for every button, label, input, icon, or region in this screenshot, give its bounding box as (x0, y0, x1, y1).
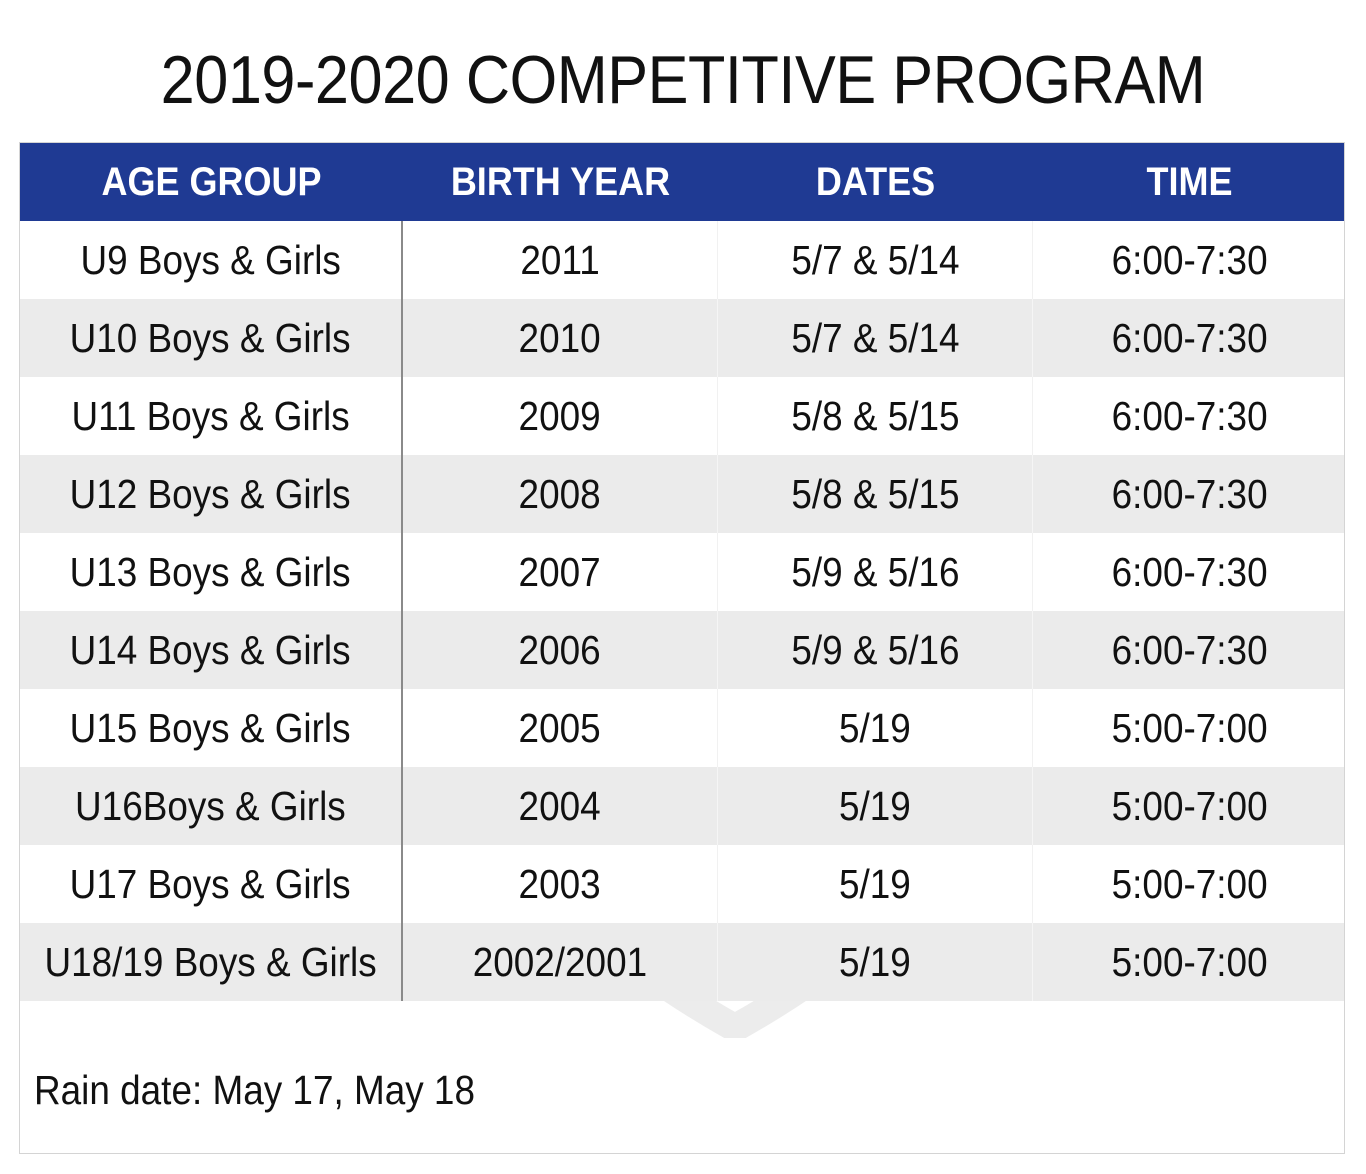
cell-time: 6:00-7:30 (1033, 377, 1344, 455)
cell-text: 5/19 (839, 705, 911, 751)
cell-birth-year: 2010 (403, 299, 718, 377)
cell-text: 5:00-7:00 (1111, 705, 1268, 751)
cell-text: 2010 (518, 315, 602, 361)
cell-text: 5/9 & 5/16 (790, 549, 960, 595)
cell-text: U11 Boys & Girls (71, 393, 350, 439)
cell-age-group: U14 Boys & Girls (20, 611, 403, 689)
page-title: 2019-2020 COMPETITIVE PROGRAM (160, 42, 1206, 118)
cell-birth-year: 2002/2001 (403, 923, 718, 1001)
rain-date-note: Rain date: May 17, May 18 (34, 1067, 475, 1113)
cell-time: 5:00-7:00 (1033, 767, 1344, 845)
cell-age-group: U17 Boys & Girls (20, 845, 403, 923)
header-time: TIME (1146, 160, 1233, 204)
cell-time: 6:00-7:30 (1033, 221, 1344, 299)
table-row: U15 Boys & Girls 2005 5/19 5:00-7:00 (20, 689, 1344, 767)
cell-dates: 5/7 & 5/14 (718, 299, 1033, 377)
cell-age-group: U18/19 Boys & Girls (20, 923, 403, 1001)
table-row: U17 Boys & Girls 2003 5/19 5:00-7:00 (20, 845, 1344, 923)
cell-time: 6:00-7:30 (1033, 455, 1344, 533)
cell-time: 5:00-7:00 (1033, 923, 1344, 1001)
cell-birth-year: 2011 (403, 221, 718, 299)
cell-text: U10 Boys & Girls (70, 315, 351, 361)
cell-age-group: U15 Boys & Girls (20, 689, 403, 767)
cell-dates: 5/19 (718, 767, 1033, 845)
cell-time: 6:00-7:30 (1033, 299, 1344, 377)
table-row: U12 Boys & Girls 2008 5/8 & 5/15 6:00-7:… (20, 455, 1344, 533)
cell-time: 6:00-7:30 (1033, 611, 1344, 689)
cell-birth-year: 2004 (403, 767, 718, 845)
cell-birth-year: 2003 (403, 845, 718, 923)
table-header: AGE GROUP BIRTH YEAR DATES TIME (20, 143, 1344, 221)
cell-text: U13 Boys & Girls (70, 549, 351, 595)
cell-text: 2007 (518, 549, 602, 595)
cell-text: U12 Boys & Girls (70, 471, 351, 517)
cell-dates: 5/9 & 5/16 (718, 533, 1033, 611)
cell-text: U15 Boys & Girls (70, 705, 351, 751)
cell-text: 5/8 & 5/15 (790, 393, 960, 439)
cell-text: U18/19 Boys & Girls (44, 939, 377, 985)
table-row: U13 Boys & Girls 2007 5/9 & 5/16 6:00-7:… (20, 533, 1344, 611)
cell-text: 2011 (520, 237, 600, 283)
header-birth-year: BIRTH YEAR (450, 160, 671, 204)
cell-text: 2005 (518, 705, 602, 751)
cell-text: 5/7 & 5/14 (790, 237, 960, 283)
table-row: U18/19 Boys & Girls 2002/2001 5/19 5:00-… (20, 923, 1344, 1001)
cell-text: 6:00-7:30 (1111, 237, 1268, 283)
cell-birth-year: 2007 (403, 533, 718, 611)
cell-text: U14 Boys & Girls (70, 627, 351, 673)
cell-age-group: U12 Boys & Girls (20, 455, 403, 533)
cell-text: 5/19 (839, 939, 911, 985)
cell-dates: 5/8 & 5/15 (718, 377, 1033, 455)
cell-birth-year: 2008 (403, 455, 718, 533)
cell-birth-year: 2005 (403, 689, 718, 767)
table-body: U9 Boys & Girls 2011 5/7 & 5/14 6:00-7:3… (20, 221, 1344, 1001)
header-dates: DATES (815, 160, 936, 204)
cell-text: 5/9 & 5/16 (790, 627, 960, 673)
header-age-group: AGE GROUP (101, 160, 322, 204)
cell-age-group: U13 Boys & Girls (20, 533, 403, 611)
cell-age-group: U10 Boys & Girls (20, 299, 403, 377)
table-row: U10 Boys & Girls 2010 5/7 & 5/14 6:00-7:… (20, 299, 1344, 377)
cell-text: 5/19 (839, 783, 911, 829)
cell-text: 6:00-7:30 (1111, 393, 1268, 439)
cell-dates: 5/19 (718, 845, 1033, 923)
cell-text: 2004 (518, 783, 602, 829)
cell-text: 5/19 (839, 861, 911, 907)
cell-text: 6:00-7:30 (1111, 627, 1268, 673)
cell-birth-year: 2009 (403, 377, 718, 455)
cell-text: 2009 (518, 393, 602, 439)
cell-text: 5:00-7:00 (1111, 861, 1268, 907)
cell-text: 6:00-7:30 (1111, 471, 1268, 517)
cell-text: 2003 (518, 861, 602, 907)
cell-text: 2002/2001 (472, 939, 648, 985)
cell-text: 5:00-7:00 (1111, 783, 1268, 829)
cell-age-group: U9 Boys & Girls (20, 221, 403, 299)
cell-dates: 5/8 & 5/15 (718, 455, 1033, 533)
cell-dates: 5/19 (718, 689, 1033, 767)
table-row: U16Boys & Girls 2004 5/19 5:00-7:00 (20, 767, 1344, 845)
table-row: U9 Boys & Girls 2011 5/7 & 5/14 6:00-7:3… (20, 221, 1344, 299)
cell-text: 6:00-7:30 (1111, 549, 1268, 595)
cell-time: 6:00-7:30 (1033, 533, 1344, 611)
cell-dates: 5/9 & 5/16 (718, 611, 1033, 689)
table-row: U11 Boys & Girls 2009 5/8 & 5/15 6:00-7:… (20, 377, 1344, 455)
cell-text: 5:00-7:00 (1111, 939, 1268, 985)
cell-text: U9 Boys & Girls (80, 237, 341, 283)
schedule-table-frame: AGE GROUP BIRTH YEAR DATES TIME U9 Boys … (19, 142, 1345, 1154)
table-row: U14 Boys & Girls 2006 5/9 & 5/16 6:00-7:… (20, 611, 1344, 689)
cell-dates: 5/19 (718, 923, 1033, 1001)
cell-time: 5:00-7:00 (1033, 845, 1344, 923)
cell-text: 2006 (518, 627, 602, 673)
cell-age-group: U11 Boys & Girls (20, 377, 403, 455)
cell-text: 6:00-7:30 (1111, 315, 1268, 361)
cell-age-group: U16Boys & Girls (20, 767, 403, 845)
cell-text: U17 Boys & Girls (70, 861, 351, 907)
cell-dates: 5/7 & 5/14 (718, 221, 1033, 299)
cell-text: 5/8 & 5/15 (790, 471, 960, 517)
cell-time: 5:00-7:00 (1033, 689, 1344, 767)
cell-text: 2008 (518, 471, 602, 517)
cell-text: U16Boys & Girls (75, 783, 346, 829)
cell-text: 5/7 & 5/14 (790, 315, 960, 361)
cell-birth-year: 2006 (403, 611, 718, 689)
